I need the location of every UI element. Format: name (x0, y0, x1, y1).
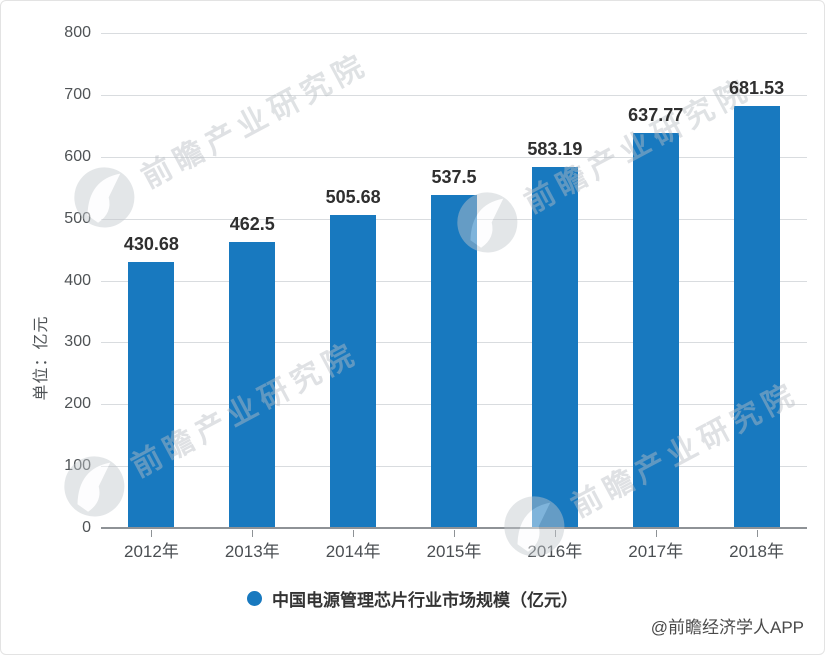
x-tick-label: 2017年 (628, 542, 684, 561)
y-tick-label: 0 (82, 519, 91, 536)
x-tick-label: 2015年 (426, 542, 482, 561)
x-axis-line (101, 527, 807, 529)
bar (430, 195, 477, 528)
x-axis-tick (353, 530, 355, 537)
x-tick-label: 2014年 (325, 542, 381, 561)
bar (531, 167, 578, 528)
x-axis-tick (655, 530, 657, 537)
x-axis-tick (554, 530, 556, 537)
bar (632, 133, 679, 528)
bar (229, 241, 276, 528)
bar-group: 681.53 2018年 (706, 33, 807, 561)
y-axis-title: 单位：亿元 (33, 315, 50, 401)
y-tick-label: 500 (64, 209, 91, 227)
bar (330, 215, 377, 528)
x-tick-label: 2018年 (729, 542, 784, 561)
plot-area: 0 100 200 300 400 500 600 700 800 430.68 2012年 462.… (64, 25, 807, 561)
y-tick-label: 600 (64, 147, 91, 165)
gridline (101, 94, 807, 96)
y-tick-label: 100 (64, 457, 91, 475)
y-tick-label: 200 (64, 395, 91, 413)
bar-value-label: 583.19 (527, 139, 583, 160)
bar (128, 261, 175, 528)
bar-group: 430.68 2012年 (101, 33, 202, 561)
bar-value-label: 462.5 (229, 213, 275, 234)
y-tick-label: 400 (64, 271, 91, 289)
bar-group: 462.5 2013年 (202, 33, 303, 561)
x-axis-tick (151, 530, 153, 537)
x-tick-label: 2013年 (224, 542, 280, 561)
bar-value-label: 430.68 (123, 233, 179, 254)
bar-value-label: 637.77 (628, 105, 684, 126)
x-tick-label: 2016年 (527, 542, 583, 561)
legend-marker (247, 591, 262, 606)
bar-group: 537.5 2015年 (404, 33, 505, 561)
bar-value-label: 537.5 (431, 167, 477, 188)
bar-group: 583.19 2016年 (504, 33, 605, 561)
gridline (101, 33, 807, 34)
x-axis-tick (453, 530, 455, 537)
x-axis-tick (756, 530, 758, 537)
legend: 中国电源管理芯片行业市场规模（亿元） (1, 586, 824, 611)
bar (733, 106, 780, 528)
gridline (101, 156, 807, 158)
y-tick-label: 800 (64, 24, 91, 41)
attribution: @前瞻经济学人APP (650, 618, 804, 637)
bar-group: 505.68 2014年 (303, 33, 404, 561)
bar-value-label: 505.68 (325, 187, 381, 208)
legend-label: 中国电源管理芯片行业市场规模（亿元） (272, 591, 578, 610)
y-tick-label: 300 (64, 333, 91, 351)
y-tick-label: 700 (64, 85, 91, 103)
x-tick-label: 2012年 (124, 542, 179, 561)
bar-group: 637.77 2017年 (605, 33, 706, 561)
x-axis-tick (252, 530, 254, 537)
bar-value-label: 681.53 (729, 78, 785, 99)
